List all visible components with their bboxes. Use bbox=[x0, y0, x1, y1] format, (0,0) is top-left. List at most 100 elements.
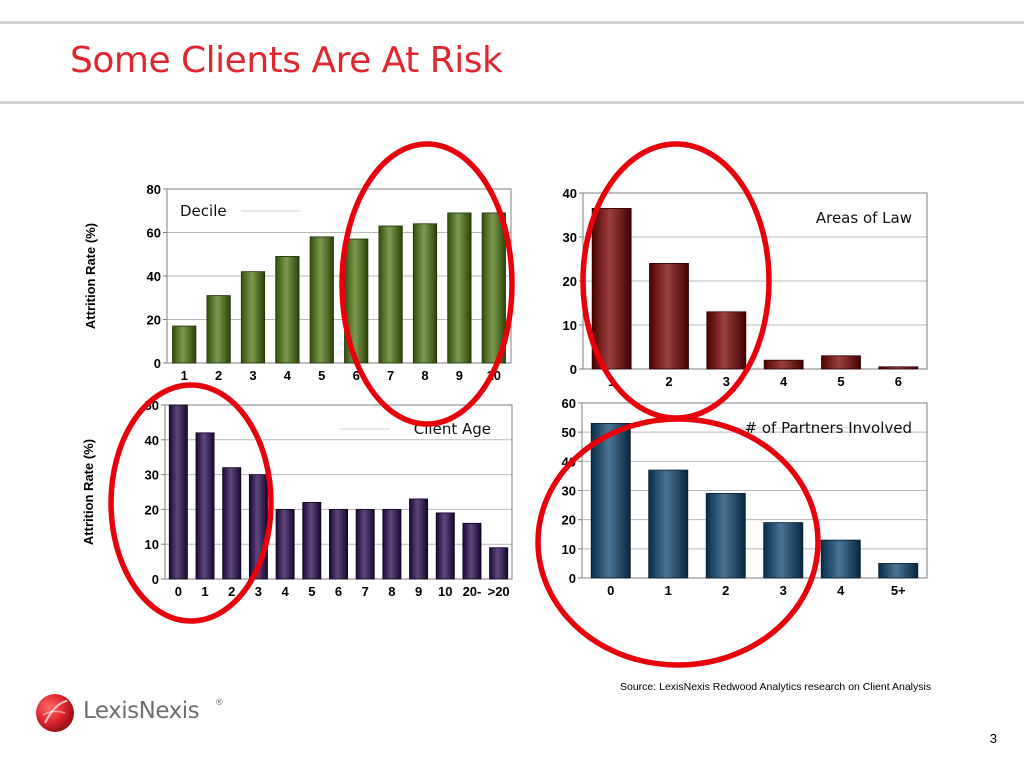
bar-partners-involved-4 bbox=[820, 539, 861, 579]
bar-areas-of-law-1 bbox=[591, 207, 632, 370]
bar-areas-of-law-4 bbox=[763, 359, 804, 370]
x-tick-label: 6 bbox=[895, 374, 902, 389]
bar-partners-involved-2 bbox=[705, 493, 746, 579]
x-tick-label: 5 bbox=[318, 368, 325, 383]
top-rule bbox=[0, 21, 1024, 24]
x-tick-label: 1 bbox=[665, 583, 672, 598]
x-tick-label: 9 bbox=[415, 584, 422, 599]
bar-partners-involved-1 bbox=[648, 469, 689, 579]
y-tick-label: 40 bbox=[563, 186, 577, 201]
x-tick-label: 3 bbox=[255, 584, 262, 599]
x-tick-label: 5 bbox=[308, 584, 315, 599]
highlight-circle bbox=[108, 382, 274, 624]
y-tick-label: 0 bbox=[152, 572, 159, 587]
y-tick-label: 40 bbox=[145, 433, 159, 448]
bar-client-age-5 bbox=[302, 502, 322, 580]
source-note: Source: LexisNexis Redwood Analytics res… bbox=[620, 681, 932, 693]
x-tick-label: 10 bbox=[438, 584, 452, 599]
y-tick-label: 20 bbox=[147, 313, 161, 328]
x-tick-label: 3 bbox=[780, 583, 787, 598]
bar-client-age-0 bbox=[168, 404, 188, 580]
x-tick-label: 4 bbox=[780, 374, 788, 389]
y-tick-label: 20 bbox=[562, 513, 576, 528]
x-tick-label: 3 bbox=[249, 368, 256, 383]
bar-decile-4 bbox=[275, 256, 300, 364]
lexisnexis-logo: LexisNexis ® bbox=[35, 693, 235, 733]
x-tick-label: 2 bbox=[228, 584, 235, 599]
chart-annotation: # of Partners Involved bbox=[745, 419, 912, 437]
x-tick-label: 2 bbox=[665, 374, 672, 389]
bar-client-age-8 bbox=[382, 508, 402, 580]
x-tick-label: 8 bbox=[388, 584, 395, 599]
y-tick-label: 30 bbox=[145, 468, 159, 483]
x-tick-label: 5 bbox=[837, 374, 844, 389]
logo-sphere-icon bbox=[36, 694, 74, 732]
x-tick-label: 6 bbox=[335, 584, 342, 599]
y-axis-title: Attrition Rate (%) bbox=[81, 439, 96, 545]
page-number: 3 bbox=[989, 731, 997, 746]
y-tick-label: 0 bbox=[569, 571, 576, 586]
bar-client-age-9 bbox=[409, 498, 429, 580]
x-tick-label: 1 bbox=[181, 368, 188, 383]
bar-decile-5 bbox=[309, 236, 334, 364]
x-tick-label: 2 bbox=[722, 583, 729, 598]
y-axis-title: Attrition Rate (%) bbox=[83, 223, 98, 329]
bar-decile-9 bbox=[447, 212, 472, 364]
bar-decile-3 bbox=[240, 271, 266, 364]
bar-client-age-6 bbox=[329, 508, 348, 580]
bar-client-age-20- bbox=[462, 522, 482, 580]
y-tick-label: 20 bbox=[563, 274, 577, 289]
bar-areas-of-law-3 bbox=[706, 311, 747, 370]
y-tick-label: 30 bbox=[562, 484, 576, 499]
y-tick-label: 40 bbox=[147, 269, 161, 284]
bar-decile-1 bbox=[172, 325, 197, 364]
x-tick-label: 9 bbox=[456, 368, 463, 383]
bar-client-age-4 bbox=[275, 508, 295, 580]
chart-annotation: Areas of Law bbox=[816, 209, 912, 227]
y-tick-label: 50 bbox=[562, 425, 576, 440]
bar-client-age-1 bbox=[195, 432, 215, 580]
x-tick-label: 20- bbox=[463, 584, 482, 599]
bar-partners-involved-5+ bbox=[878, 563, 919, 579]
y-tick-label: 60 bbox=[147, 226, 161, 241]
bar-client-age-10 bbox=[435, 512, 455, 580]
bar-decile-10 bbox=[481, 212, 506, 364]
highlight-circle bbox=[535, 416, 821, 668]
x-tick-label: >20 bbox=[488, 584, 510, 599]
bar-client-age-7 bbox=[355, 508, 375, 580]
bar-decile-8 bbox=[412, 223, 438, 364]
bar-areas-of-law-2 bbox=[649, 262, 689, 370]
x-tick-label: 0 bbox=[175, 584, 182, 599]
x-tick-label: 6 bbox=[353, 368, 360, 383]
bar-areas-of-law-5 bbox=[821, 355, 861, 370]
y-tick-label: 80 bbox=[147, 182, 161, 197]
logo-wordmark: LexisNexis bbox=[83, 698, 200, 724]
registered-mark: ® bbox=[216, 697, 223, 707]
slide-title: Some Clients Are At Risk bbox=[70, 40, 503, 81]
chart-annotation: Decile bbox=[180, 202, 227, 220]
y-tick-label: 20 bbox=[145, 502, 159, 517]
y-tick-label: 10 bbox=[563, 318, 577, 333]
x-tick-label: 7 bbox=[362, 584, 369, 599]
x-tick-label: 8 bbox=[421, 368, 428, 383]
y-tick-label: 0 bbox=[154, 356, 161, 371]
x-tick-label: 1 bbox=[201, 584, 208, 599]
bar-decile-7 bbox=[378, 225, 403, 364]
bar-areas-of-law-6 bbox=[878, 366, 919, 370]
y-tick-label: 0 bbox=[570, 362, 577, 377]
x-tick-label: 4 bbox=[281, 584, 289, 599]
x-tick-label: 3 bbox=[723, 374, 730, 389]
bar-client-age->20 bbox=[489, 547, 509, 580]
title-underline-rule bbox=[0, 101, 1024, 104]
y-tick-label: 30 bbox=[563, 230, 577, 245]
y-tick-label: 10 bbox=[562, 542, 576, 557]
bar-partners-involved-3 bbox=[763, 522, 804, 579]
x-tick-label: 7 bbox=[387, 368, 394, 383]
bar-client-age-2 bbox=[222, 467, 242, 580]
x-tick-label: 2 bbox=[215, 368, 222, 383]
